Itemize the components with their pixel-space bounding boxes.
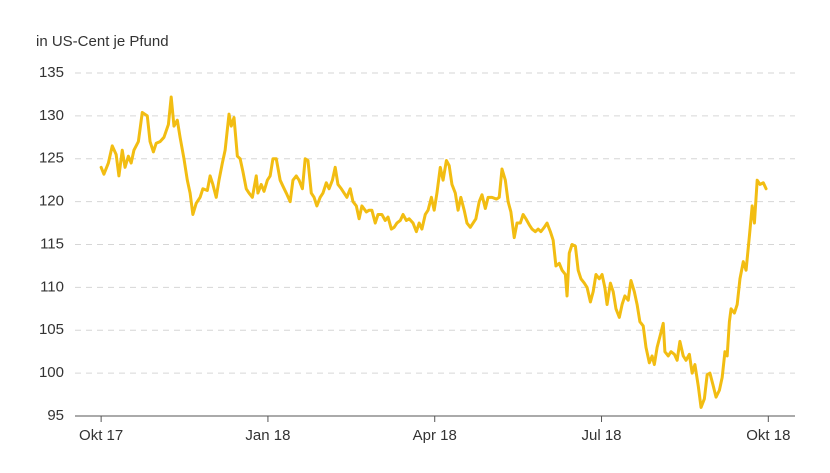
- x-tick-label: Okt 18: [746, 427, 790, 444]
- x-tick-label: Jul 18: [582, 427, 622, 444]
- y-tick-label: 100: [39, 364, 64, 381]
- y-tick-label: 110: [40, 278, 64, 295]
- y-tick-label: 130: [39, 107, 64, 124]
- y-tick-label: 115: [40, 235, 64, 252]
- x-tick-label: Apr 18: [413, 427, 457, 444]
- x-tick-label: Jan 18: [245, 427, 290, 444]
- price-line: [99, 95, 768, 409]
- y-tick-label: 95: [47, 407, 64, 424]
- y-tick-label: 125: [39, 150, 64, 167]
- y-tick-label: 120: [39, 193, 64, 210]
- x-tick-label: Okt 17: [79, 427, 123, 444]
- y-tick-label: 135: [39, 64, 64, 81]
- y-tick-label: 105: [39, 321, 64, 338]
- chart-title: in US-Cent je Pfund: [36, 33, 169, 50]
